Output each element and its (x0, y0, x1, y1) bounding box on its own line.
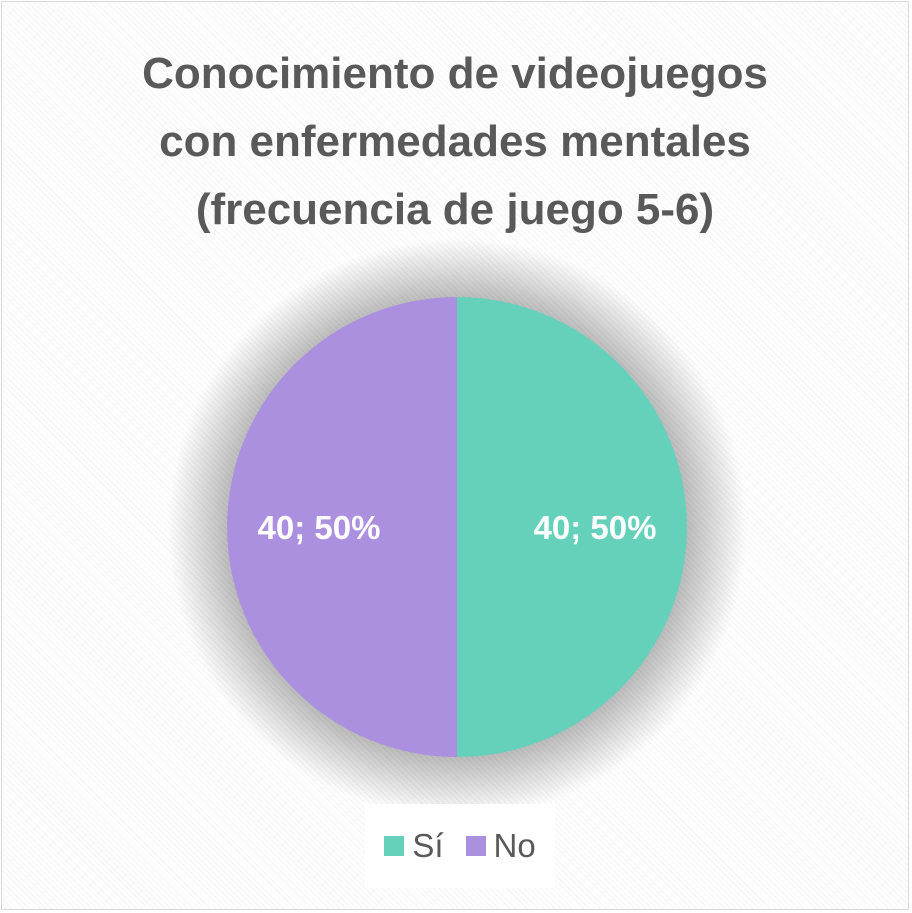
legend-item-no: No (465, 827, 536, 865)
chart-title-line-3: (frecuencia de juego 5-6) (195, 185, 715, 234)
legend-item-si: Sí (384, 827, 444, 865)
legend-swatch-no (465, 836, 486, 856)
data-label-no: 40; 50% (258, 509, 381, 546)
legend: Sí No (365, 804, 555, 888)
pie-slice-si (457, 297, 687, 757)
legend-label-no: No (493, 827, 536, 864)
legend-label-si: Sí (412, 827, 444, 864)
pie-slice-no (227, 297, 457, 757)
chart-title-line-1: Conocimiento de videojuegos (142, 49, 768, 98)
legend-swatch-si (384, 836, 405, 856)
chart-title-line-2: con enfermedades mentales (159, 117, 751, 166)
data-label-si: 40; 50% (534, 509, 657, 546)
chart-title: Conocimiento de videojuegos con enfermed… (2, 40, 908, 244)
